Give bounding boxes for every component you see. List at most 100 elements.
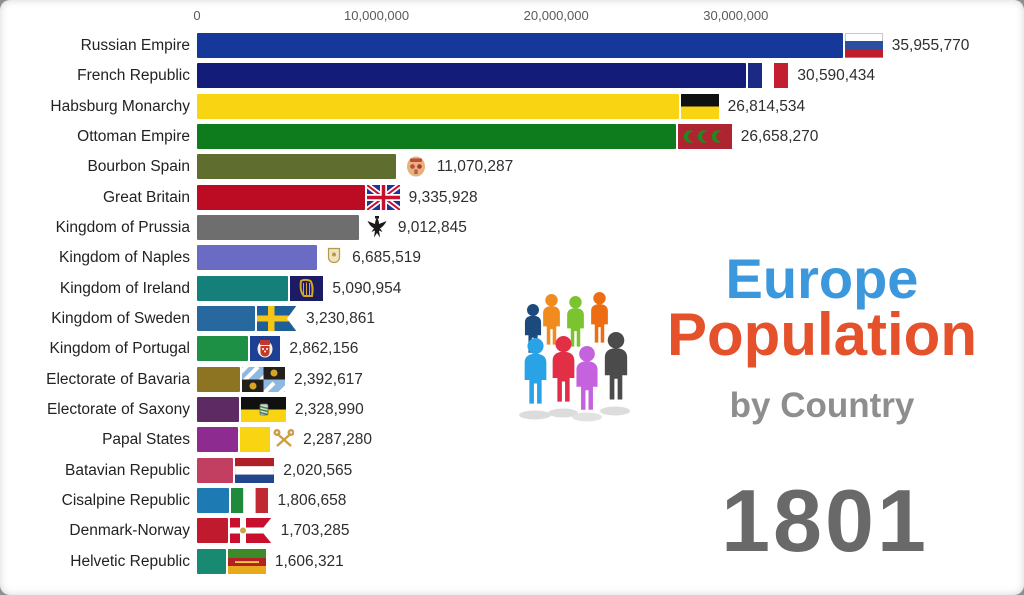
denmark-flag-icon [229,517,272,545]
chart-row: Kingdom of Naples 6,685,519 [0,245,1024,271]
title-line-by-country: by Country [729,386,915,425]
people-icon [519,292,630,422]
country-label: Russian Empire [80,37,190,54]
country-label: Ottoman Empire [77,127,190,145]
country-label: Helvetic Republic [70,552,190,570]
helvetic-flag-icon [227,548,266,574]
population-value: 26,658,270 [740,127,819,145]
population-bar [197,396,239,422]
population-value: 9,012,845 [397,218,467,236]
bavaria-flag-icon [236,361,288,413]
chart-row: Kingdom of Sweden 3,230,861 [0,304,1024,332]
saxony-flag-icon [240,396,286,422]
x-axis-tick: 30,000,000 [703,8,769,23]
population-bar [197,487,230,513]
country-label: Batavian Republic [65,461,190,479]
france-flag-icon [748,63,789,89]
population-bar [197,123,676,149]
chart-row: Batavian Republic 2,020,565 [0,457,1024,483]
chart-row: Kingdom of Portugal 2,862,156 [0,336,1024,362]
population-bar [197,548,226,574]
population-value: 9,335,928 [408,188,478,206]
population-bar [197,33,843,58]
people-shadows [519,406,630,422]
country-label: Cisalpine Republic [61,491,190,509]
population-bar [197,366,240,392]
country-label: Great Britain [102,188,190,206]
population-value: 30,590,434 [797,67,875,85]
country-label: Kingdom of Naples [59,249,190,267]
chart-row: Electorate of Saxony 2,328,990 [0,396,1024,422]
batavia-flag-icon [235,457,275,483]
naples-flag-icon [325,245,343,270]
chart-row: Kingdom of Ireland 5,090,954 [0,275,1024,301]
population-bar [197,245,318,271]
cisalpine-flag-icon [231,487,269,513]
population-bar [197,518,228,544]
chart-row: Habsburg Monarchy 26,814,534 [0,93,1024,119]
population-value: 11,070,287 [436,158,514,176]
population-value: 26,814,534 [727,97,806,115]
population-bar [197,336,249,362]
chart-row: Cisalpine Republic 1,806,658 [0,487,1024,513]
x-axis-tick: 0 [193,8,201,23]
population-value: 2,020,565 [283,461,353,479]
people-front-row [524,332,628,410]
population-value: 2,862,156 [289,340,359,358]
country-label: Kingdom of Prussia [55,218,190,236]
country-label: Electorate of Bavaria [46,370,190,388]
habsburg-flag-icon [680,93,719,119]
country-label: Kingdom of Portugal [49,340,190,358]
title-line-population: Population [667,301,977,368]
chart-row: Ottoman Empire 26,658,270 [0,123,1024,149]
prussia-flag-icon [365,215,389,240]
population-bar [197,154,396,180]
population-value: 1,703,285 [280,522,350,540]
sweden-flag-icon [257,304,298,332]
population-bar [197,184,365,210]
population-bar [197,93,679,119]
country-label: French Republic [77,67,190,85]
year-label: 1801 [721,471,929,570]
population-value: 2,328,990 [294,400,364,418]
chart-row: Helvetic Republic 1,606,321 [0,548,1024,574]
population-bar [197,427,239,453]
country-label: Papal States [102,431,190,449]
population-bar [197,214,359,240]
ireland-flag-icon [290,275,324,301]
country-label: Kingdom of Sweden [51,309,190,327]
population-value: 35,955,770 [891,37,970,54]
chart-row: Kingdom of Prussia 9,012,845 [0,214,1024,240]
country-label: Bourbon Spain [87,158,190,176]
ottoman-flag-icon [677,123,732,149]
chart-row: Great Britain 9,335,928 [0,182,1024,212]
population-bar [197,305,255,331]
population-bar [197,457,234,483]
population-value: 6,685,519 [352,249,422,267]
russia-flag-icon [844,33,883,58]
uk-flag-icon [365,182,402,212]
chart-row: French Republic 30,590,434 [0,63,1024,89]
country-label: Electorate of Saxony [46,400,190,418]
chart-row: Bourbon Spain 11,070,287 [0,154,1024,180]
chart-row: Papal States 2,287,280 [0,427,1024,453]
x-axis-tick: 20,000,000 [523,8,589,23]
population-value: 2,287,280 [303,431,373,449]
population-value: 1,806,658 [277,491,347,509]
population-bar [197,63,747,89]
spain-flag-icon [404,154,428,179]
country-label: Habsburg Monarchy [50,97,190,115]
population-value: 3,230,861 [306,309,375,327]
chart-row: Denmark-Norway 1,703,285 [0,517,1024,545]
population-value: 5,090,954 [332,279,402,297]
x-axis-tick: 10,000,000 [344,8,410,23]
country-label: Denmark-Norway [69,522,190,540]
chart-row: Electorate of Bavaria 2,392,617 [0,361,1024,413]
papal-flag-icon [240,427,295,453]
population-value: 1,606,321 [274,552,344,570]
population-bar [197,275,289,301]
chart-row: Russian Empire 35,955,770 [0,33,1024,58]
portugal-flag-icon [250,336,281,362]
title-line-europe: Europe [725,247,919,310]
